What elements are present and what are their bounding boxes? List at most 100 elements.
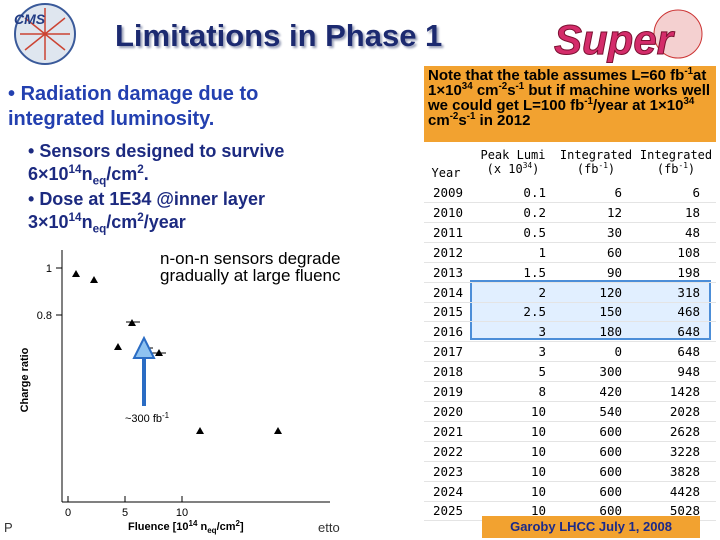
text: -1: [515, 81, 525, 92]
text: -1: [678, 161, 688, 170]
text: Sensors designed to survive 6×10: [28, 141, 285, 184]
table-cell: 1428: [669, 384, 700, 399]
x-axis-label: Fluence [1014 neq/cm2]: [128, 519, 244, 535]
table-cell: 0.1: [523, 185, 546, 200]
text: in 2012: [475, 112, 531, 129]
text: Note that the table assumes L=60 fb: [428, 67, 685, 84]
table-cell: 600: [599, 483, 622, 499]
text: /cm: [106, 212, 138, 232]
text: -2: [498, 81, 508, 92]
text: (fb: [576, 162, 599, 176]
table-row: 2009 0.1 6 6: [424, 182, 716, 203]
table-cell: 6: [614, 185, 622, 200]
text: 14: [68, 163, 82, 176]
table-cell: 2017: [432, 344, 464, 360]
cms-logo: CMS: [14, 3, 76, 65]
table-row: 2015 2.5 150 468: [424, 301, 716, 323]
table-cell: 3828: [669, 463, 700, 479]
table-cell: 10: [530, 483, 546, 499]
table-cell: 2018: [432, 364, 464, 380]
table-cell: 10: [530, 403, 546, 419]
text: ): [687, 162, 696, 176]
table-cell: 648: [677, 344, 700, 360]
text: eq: [92, 222, 107, 236]
footer-credit: Garoby LHCC July 1, 2008: [482, 516, 700, 538]
text: Dose at 1E34 @inner layer 3×10: [28, 189, 265, 232]
text: n: [197, 521, 207, 533]
text: /cm: [217, 521, 236, 533]
text: Fluence [10: [128, 521, 189, 533]
table-cell: 18: [684, 204, 700, 220]
table-cell: 48: [684, 224, 700, 240]
text: 2: [137, 211, 144, 224]
text: -1: [598, 161, 608, 170]
y-tick-label: 1: [46, 263, 52, 275]
header-cell: Integrated (fb-1): [554, 148, 638, 176]
footer-text: etto: [318, 520, 340, 535]
text: ): [607, 162, 616, 176]
x-tick-label: 5: [122, 507, 128, 519]
table-cell: 2022: [432, 443, 464, 459]
text: but if machine works well we could get L…: [428, 82, 711, 114]
table-cell: 2020: [432, 403, 464, 419]
table-row: 2023 10 600 3828: [424, 461, 716, 482]
table-cell: 4428: [669, 483, 700, 499]
highlight-box: [470, 280, 711, 340]
table-cell: 2628: [669, 423, 700, 439]
table-cell: 3: [538, 324, 546, 340]
logo-text: Super: [554, 16, 676, 63]
table-cell: 198: [677, 264, 700, 280]
table-row: 2017 3 0 648: [424, 341, 716, 363]
bullet-text: Radiation damage due to integrated lumin…: [8, 83, 259, 130]
text: ]: [240, 521, 244, 533]
text: -1: [584, 96, 593, 107]
table-row: 2010 0.2 12 18: [424, 202, 716, 223]
table-cell: 120: [599, 284, 622, 300]
table-cell: 3: [538, 344, 546, 360]
header-cell: Integrated (fb-1): [634, 148, 718, 176]
arrow-label: ~300 fb-1: [125, 411, 170, 425]
table-row: 2012 1 60 108: [424, 242, 716, 263]
table-row: 2024 10 600 4428: [424, 481, 716, 502]
text: /cm: [106, 164, 138, 184]
header-cell: Year: [431, 166, 461, 180]
text: /year: [143, 212, 186, 232]
bullet: • Radiation damage due to integrated lum…: [8, 83, 259, 130]
text: /year at 1×10: [592, 97, 684, 114]
arrow: [132, 335, 156, 406]
text: s: [458, 112, 467, 129]
table-cell: 108: [677, 244, 700, 260]
table-cell: 1: [538, 244, 546, 260]
table-cell: 30: [606, 224, 622, 240]
table-cell: 2009: [432, 185, 464, 200]
table-row: 2022 10 600 3228: [424, 441, 716, 462]
table-cell: 1.5: [523, 264, 546, 280]
text: 34: [683, 96, 695, 107]
text: (fb: [656, 162, 679, 176]
x-tick-label: 0: [65, 507, 71, 519]
text: Integrated: [639, 148, 713, 162]
table-cell: 468: [677, 304, 700, 320]
text: 34: [522, 161, 533, 170]
table-cell: 5028: [669, 503, 700, 519]
table-cell: 300: [599, 364, 622, 380]
table-cell: 2.5: [523, 304, 546, 320]
table-cell: 5: [538, 364, 546, 380]
title: Limitations in Phase 1: [115, 18, 443, 53]
table-cell: 2028: [669, 403, 700, 419]
table-row: 2013 1.5 90 198: [424, 262, 716, 283]
table-row: 2014 2 120 318: [424, 282, 716, 303]
table-cell: 10: [530, 503, 546, 519]
header-cell: Peak Lumi (x 1034): [470, 148, 556, 176]
text: ~300 fb: [125, 413, 162, 425]
table-cell: 600: [599, 423, 622, 439]
text: 14: [189, 519, 198, 528]
text: 34: [461, 81, 473, 92]
table-cell: 6: [692, 185, 700, 200]
text: at 1×10: [428, 67, 707, 99]
sub-bullet: • Sensors designed to survive 6×1014neq/…: [28, 141, 285, 188]
text: -1: [162, 411, 170, 420]
table-cell: 2025: [432, 503, 464, 519]
table-cell: 8: [538, 384, 546, 399]
